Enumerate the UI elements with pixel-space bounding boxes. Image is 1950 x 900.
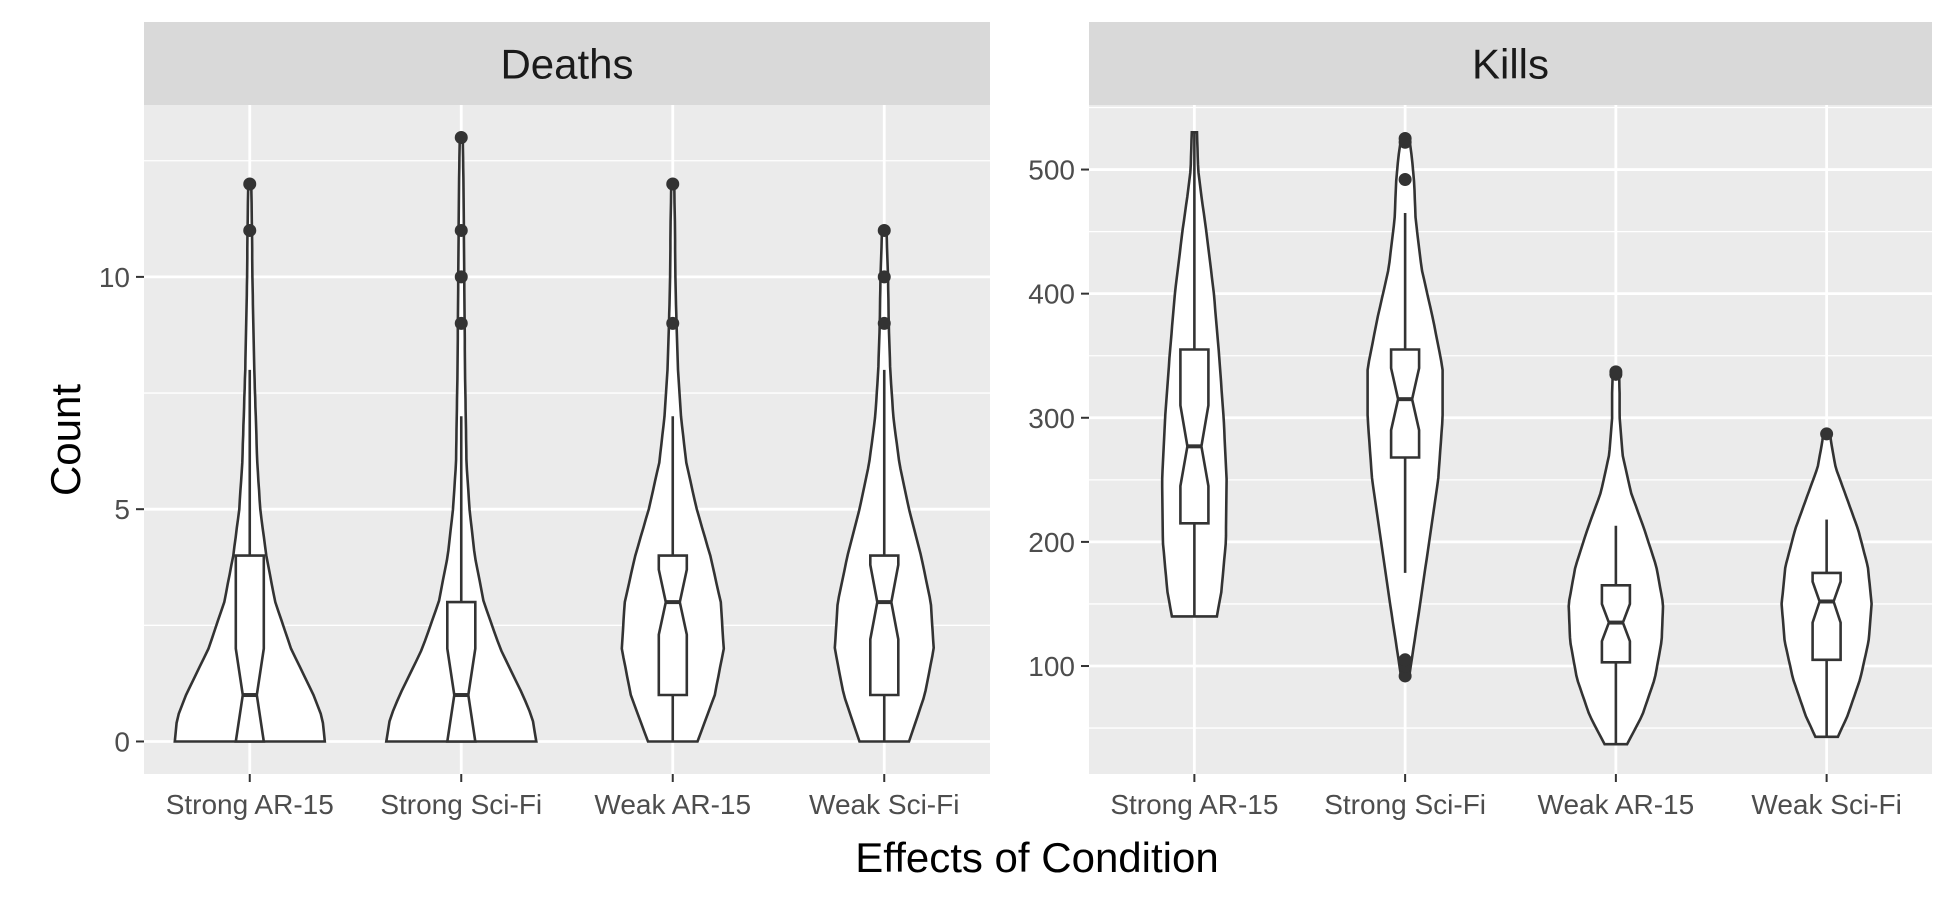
y-tick-label: 500 bbox=[1028, 155, 1075, 186]
violin-group bbox=[1567, 365, 1665, 746]
x-tick-label: Strong Sci-Fi bbox=[380, 789, 542, 820]
x-tick-label: Strong AR-15 bbox=[1110, 789, 1278, 820]
y-axis-title: Count bbox=[42, 384, 89, 496]
outlier-point bbox=[1609, 365, 1623, 379]
x-tick-label: Weak Sci-Fi bbox=[809, 789, 959, 820]
outlier-point bbox=[666, 316, 680, 330]
x-tick-label: Strong AR-15 bbox=[166, 789, 334, 820]
outlier-point bbox=[454, 131, 468, 145]
notched-box bbox=[1811, 571, 1842, 662]
outlier-point bbox=[1398, 132, 1412, 146]
notched-box bbox=[1179, 348, 1210, 525]
x-tick-label: Weak AR-15 bbox=[594, 789, 751, 820]
outlier-point bbox=[243, 223, 257, 237]
outlier-point bbox=[666, 177, 680, 191]
outlier-point bbox=[877, 223, 891, 237]
notched-box bbox=[445, 600, 477, 743]
notched-box bbox=[657, 554, 689, 697]
outlier-point bbox=[1398, 172, 1412, 186]
violin-group bbox=[384, 131, 538, 743]
facet-panel-kills: Kills 100 200 300 400 500 Strong AR-15 Strong S… bbox=[1028, 22, 1932, 820]
y-tick-label: 5 bbox=[114, 494, 130, 525]
notched-box bbox=[234, 554, 266, 743]
violin-group bbox=[1780, 427, 1873, 739]
outlier-point bbox=[1398, 669, 1412, 683]
y-tick-label: 0 bbox=[114, 726, 130, 757]
x-axis-title: Effects of Condition bbox=[855, 834, 1218, 881]
violin-group bbox=[620, 177, 726, 743]
notched-box bbox=[1389, 348, 1421, 459]
violin-group bbox=[1160, 131, 1228, 618]
facet-panel-deaths: Deaths 0 5 10 Strong AR-15 Strong Sci-Fi Weak … bbox=[99, 22, 990, 820]
violin-group bbox=[833, 223, 936, 743]
facet-strip bbox=[144, 22, 990, 105]
violin-group bbox=[1366, 132, 1444, 683]
x-tick-label: Weak Sci-Fi bbox=[1751, 789, 1901, 820]
outlier-point bbox=[877, 316, 891, 330]
outlier-point bbox=[1820, 427, 1834, 441]
outlier-point bbox=[877, 270, 891, 284]
y-tick-label: 300 bbox=[1028, 403, 1075, 434]
x-tick-label: Strong Sci-Fi bbox=[1324, 789, 1486, 820]
facet-title: Deaths bbox=[500, 41, 633, 88]
notched-box bbox=[869, 554, 900, 697]
facet-title: Kills bbox=[1472, 41, 1549, 88]
y-tick-label: 400 bbox=[1028, 279, 1075, 310]
facet-strip bbox=[1089, 22, 1932, 105]
violin-group bbox=[173, 177, 327, 743]
y-tick-label: 200 bbox=[1028, 527, 1075, 558]
outlier-point bbox=[243, 177, 257, 191]
outlier-point bbox=[454, 270, 468, 284]
outlier-point bbox=[1398, 653, 1412, 667]
y-tick-label: 10 bbox=[99, 262, 130, 293]
outlier-point bbox=[454, 316, 468, 330]
y-tick-label: 100 bbox=[1028, 651, 1075, 682]
outlier-point bbox=[454, 223, 468, 237]
x-tick-label: Weak AR-15 bbox=[1538, 789, 1695, 820]
facet-panels: Deaths 0 5 10 Strong AR-15 Strong Sci-Fi Weak … bbox=[99, 22, 1932, 820]
